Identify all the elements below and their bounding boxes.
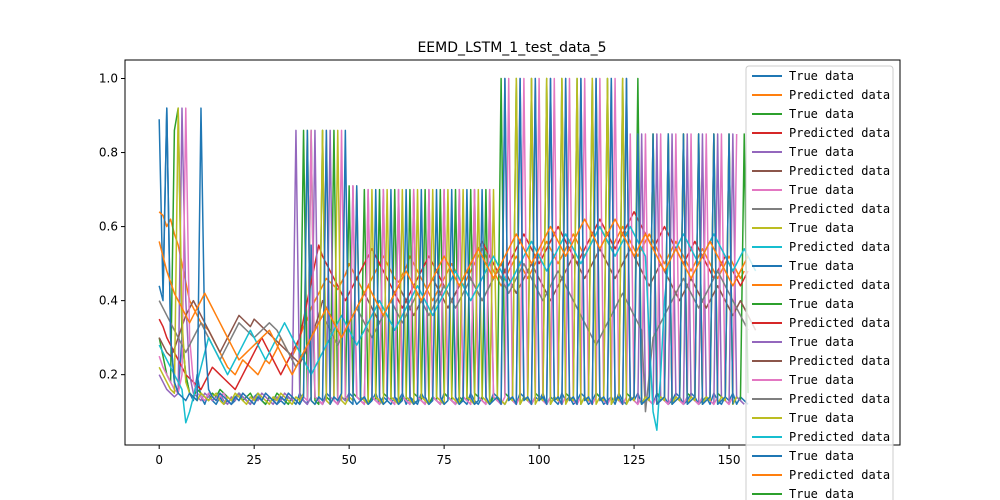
x-tick-label: 50 [342, 453, 357, 467]
legend-label: Predicted data [789, 126, 890, 140]
legend-label: Predicted data [789, 278, 890, 292]
legend-label: True data [789, 373, 854, 387]
legend-label: Predicted data [789, 430, 890, 444]
legend-label: Predicted data [789, 88, 890, 102]
legend-label: True data [789, 411, 854, 425]
legend-label: Predicted data [789, 468, 890, 482]
legend-label: True data [789, 145, 854, 159]
legend-label: True data [789, 69, 854, 83]
y-tick-label: 0.2 [99, 368, 118, 382]
legend-label: True data [789, 487, 854, 500]
axes-frame [124, 59, 901, 446]
legend-label: True data [789, 107, 854, 121]
legend-label: Predicted data [789, 392, 890, 406]
y-tick-label: 0.6 [99, 220, 118, 234]
legend-label: True data [789, 297, 854, 311]
x-tick-label: 75 [436, 453, 451, 467]
legend-label: Predicted data [789, 202, 890, 216]
legend-label: True data [789, 259, 854, 273]
legend-label: True data [789, 221, 854, 235]
x-tick-label: 150 [718, 453, 741, 467]
y-tick-label: 1.0 [99, 72, 118, 86]
legend-box [745, 65, 894, 500]
y-axis: 0.2 0.4 0.6 0.8 1.0 [99, 72, 125, 382]
legend-label: Predicted data [789, 164, 890, 178]
series-lines [158, 77, 757, 431]
x-tick-label: 100 [528, 453, 551, 467]
legend-label: Predicted data [789, 240, 890, 254]
y-tick-label: 0.8 [99, 146, 118, 160]
x-tick-label: 0 [155, 453, 163, 467]
legend-label: Predicted data [789, 354, 890, 368]
x-tick-label: 125 [623, 453, 646, 467]
chart-title: EEMD_LSTM_1_test_data_5 [417, 40, 606, 56]
legend-label: Predicted data [789, 316, 890, 330]
legend-items: True data Predicted data True data Predicte… [752, 69, 890, 500]
series-line-11 [158, 77, 734, 406]
x-tick-label: 25 [247, 453, 262, 467]
legend-label: True data [789, 183, 854, 197]
legend: True data Predicted data True data Predicte… [745, 65, 894, 500]
series-line-12 [158, 218, 749, 376]
x-axis: 0 25 50 75 100 125 150 [155, 445, 740, 467]
legend-label: True data [789, 335, 854, 349]
legend-label: True data [789, 449, 854, 463]
series-line-10 [158, 225, 757, 431]
y-tick-label: 0.4 [99, 294, 118, 308]
